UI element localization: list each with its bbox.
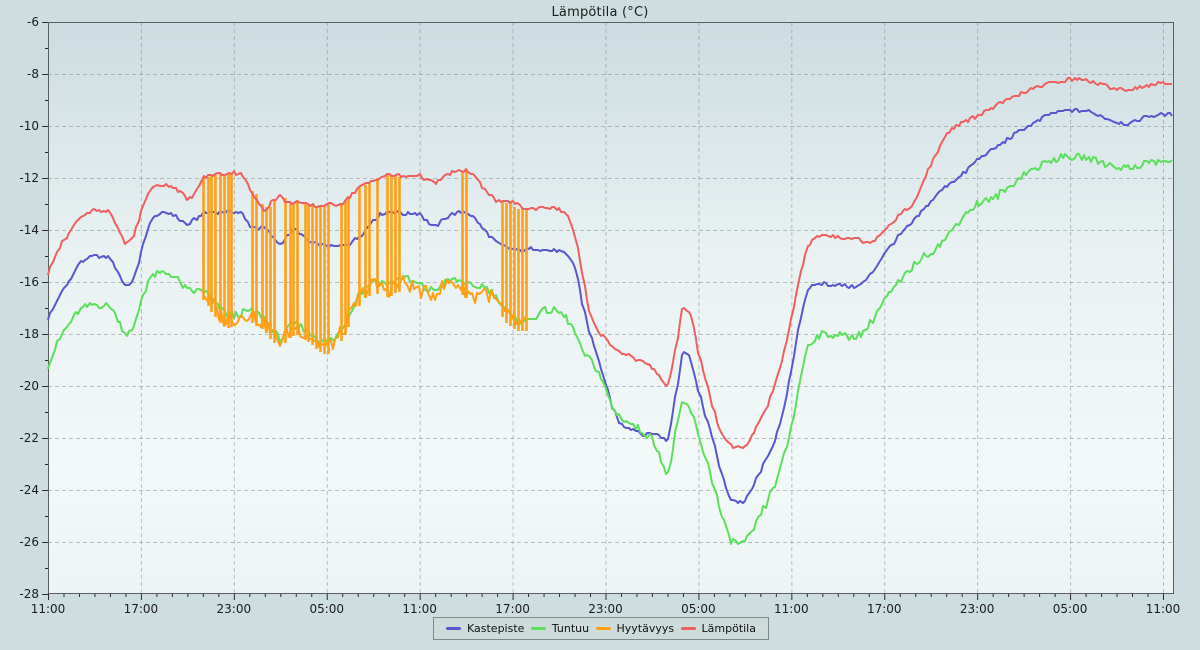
series-spikes-hyytavyys (202, 170, 528, 354)
legend-dash-icon (595, 627, 611, 630)
legend-item-kastepiste: Kastepiste (446, 622, 524, 635)
svg-text:23:00: 23:00 (217, 602, 252, 616)
chart-legend: Kastepiste Tuntuu Hyytävyys Lämpötila (433, 617, 769, 640)
legend-dash-icon (446, 627, 461, 630)
svg-text:11:00: 11:00 (1146, 602, 1181, 616)
legend-label: Kastepiste (467, 622, 525, 635)
series-line-tuntuu (47, 153, 1173, 545)
svg-text:-14: -14 (19, 223, 39, 237)
svg-text:-26: -26 (19, 535, 39, 549)
gridlines (48, 22, 1174, 594)
legend-dash-icon (680, 627, 696, 630)
svg-text:05:00: 05:00 (1053, 602, 1088, 616)
svg-text:17:00: 17:00 (495, 602, 530, 616)
chart-title: Lämpötila (°C) (551, 5, 649, 20)
plot-background (48, 22, 1174, 594)
svg-text:11:00: 11:00 (774, 602, 809, 616)
svg-text:23:00: 23:00 (960, 602, 995, 616)
svg-text:17:00: 17:00 (124, 602, 159, 616)
svg-text:23:00: 23:00 (588, 602, 623, 616)
legend-label: Hyytävyys (616, 622, 675, 635)
svg-text:-18: -18 (19, 327, 39, 341)
svg-text:05:00: 05:00 (309, 602, 344, 616)
axis-ticks (42, 22, 1164, 600)
series-line-lämpötila (47, 77, 1172, 449)
svg-text:11:00: 11:00 (402, 602, 437, 616)
svg-text:-8: -8 (27, 67, 39, 81)
svg-text:-28: -28 (19, 587, 39, 601)
svg-text:-20: -20 (19, 379, 39, 393)
svg-text:05:00: 05:00 (681, 602, 716, 616)
svg-text:-24: -24 (19, 483, 39, 497)
svg-text:-6: -6 (27, 15, 39, 29)
svg-text:-16: -16 (19, 275, 39, 289)
svg-text:11:00: 11:00 (31, 602, 66, 616)
series-line-hyytävyys (202, 170, 529, 354)
svg-text:-10: -10 (19, 119, 39, 133)
legend-item-lampotila: Lämpötila (680, 622, 756, 635)
legend-item-tuntuu: Tuntuu (530, 622, 590, 635)
svg-text:-12: -12 (19, 171, 39, 185)
svg-text:-22: -22 (19, 431, 39, 445)
legend-label: Tuntuu (551, 622, 590, 635)
legend-label: Lämpötila (701, 622, 756, 635)
svg-text:17:00: 17:00 (867, 602, 902, 616)
legend-dash-icon (530, 627, 546, 630)
legend-item-hyytavyys: Hyytävyys (595, 622, 675, 635)
plot-border (48, 22, 1174, 594)
